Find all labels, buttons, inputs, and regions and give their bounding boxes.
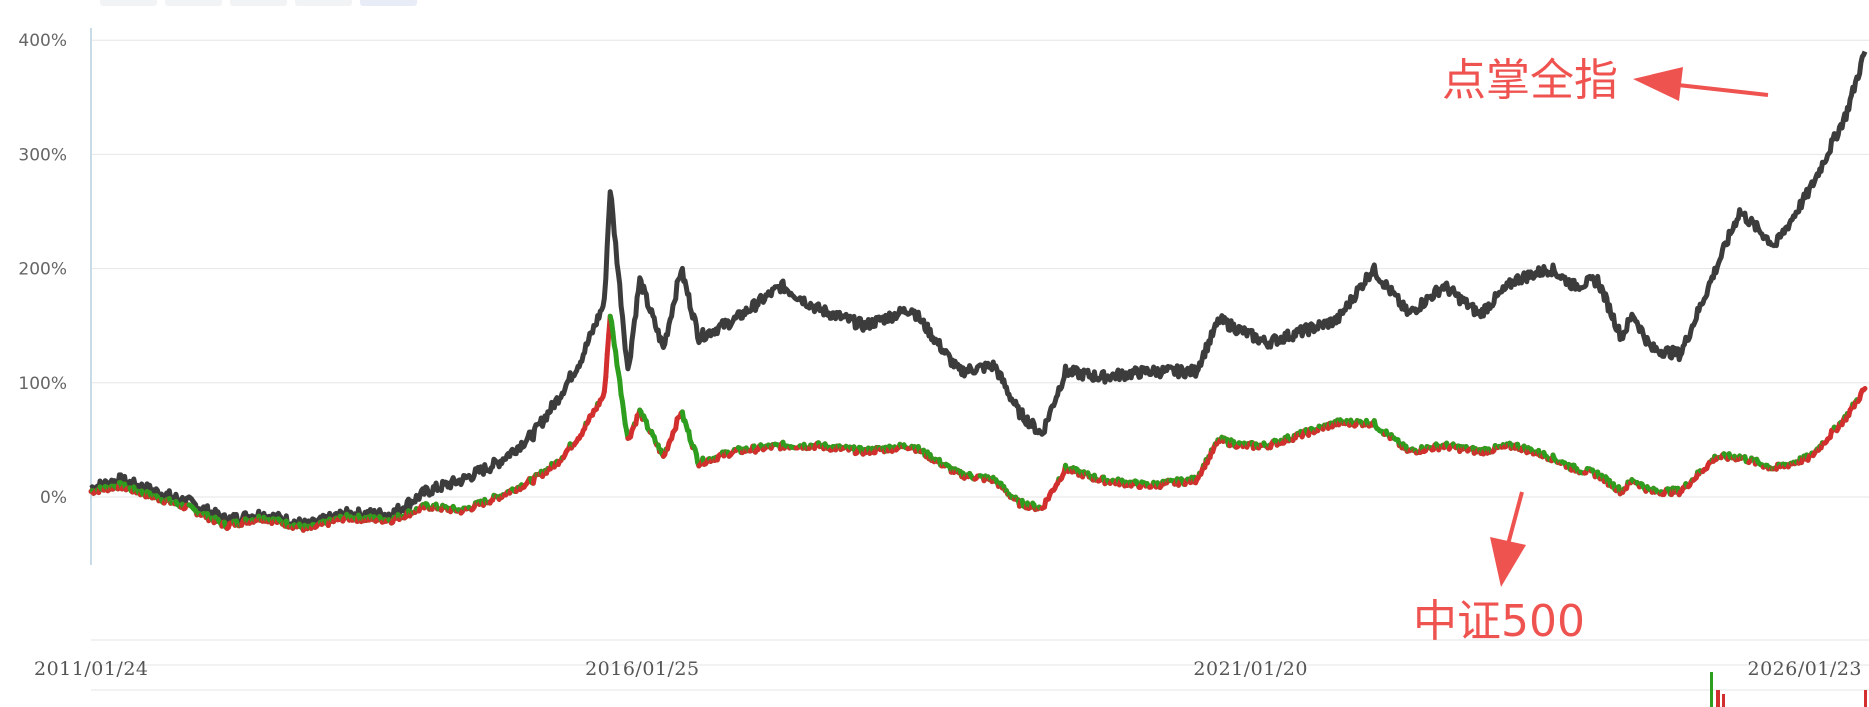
x-tick-label: 2011/01/24 <box>34 658 149 680</box>
annotation-main: 点掌全指 <box>1442 55 1769 106</box>
chart-tab-3[interactable] <box>230 0 287 6</box>
chart-tab-5[interactable] <box>360 0 417 6</box>
x-axis-ticks: 2011/01/24 2016/01/25 2021/01/20 2026/01/23 <box>34 658 1862 680</box>
y-axis-ticks: 400% 300% 200% 100% 0% <box>18 31 67 508</box>
series-line-main <box>89 50 1868 532</box>
volume-bars <box>1710 672 1867 707</box>
y-tick-label: 200% <box>18 260 67 280</box>
index-segment <box>603 351 610 380</box>
y-tick-label: 100% <box>18 374 67 394</box>
series-points-main <box>90 51 1866 526</box>
annotation-index-label: 中证500 <box>1413 596 1585 647</box>
annotation-main-arrow <box>1633 67 1769 101</box>
volume-bar <box>1722 694 1725 707</box>
x-tick-label: 2026/01/23 <box>1747 658 1862 680</box>
chart-tab-2[interactable] <box>165 0 222 6</box>
annotation-index: 中证500 <box>1413 491 1585 647</box>
annotation-index-arrow <box>1490 491 1526 587</box>
series-layer <box>88 50 1868 533</box>
volume-bar <box>1710 672 1713 707</box>
volume-bar <box>1864 690 1867 707</box>
y-tick-label: 300% <box>18 145 67 165</box>
y-tick-label: 400% <box>18 31 67 51</box>
series-points-index <box>90 314 1866 530</box>
chart-mode-tabs <box>100 0 417 6</box>
series-line-index <box>88 313 1868 533</box>
index-segment <box>604 332 612 357</box>
volume-bar <box>1716 690 1720 707</box>
index-segment <box>1861 386 1868 393</box>
chart-tab-1[interactable] <box>100 0 157 6</box>
chart-tab-4[interactable] <box>295 0 352 6</box>
y-gridlines <box>91 39 1869 498</box>
annotation-main-label: 点掌全指 <box>1442 55 1618 106</box>
x-tick-label: 2021/01/20 <box>1193 658 1308 680</box>
y-tick-label: 0% <box>40 488 67 508</box>
x-tick-label: 2016/01/25 <box>585 658 700 680</box>
